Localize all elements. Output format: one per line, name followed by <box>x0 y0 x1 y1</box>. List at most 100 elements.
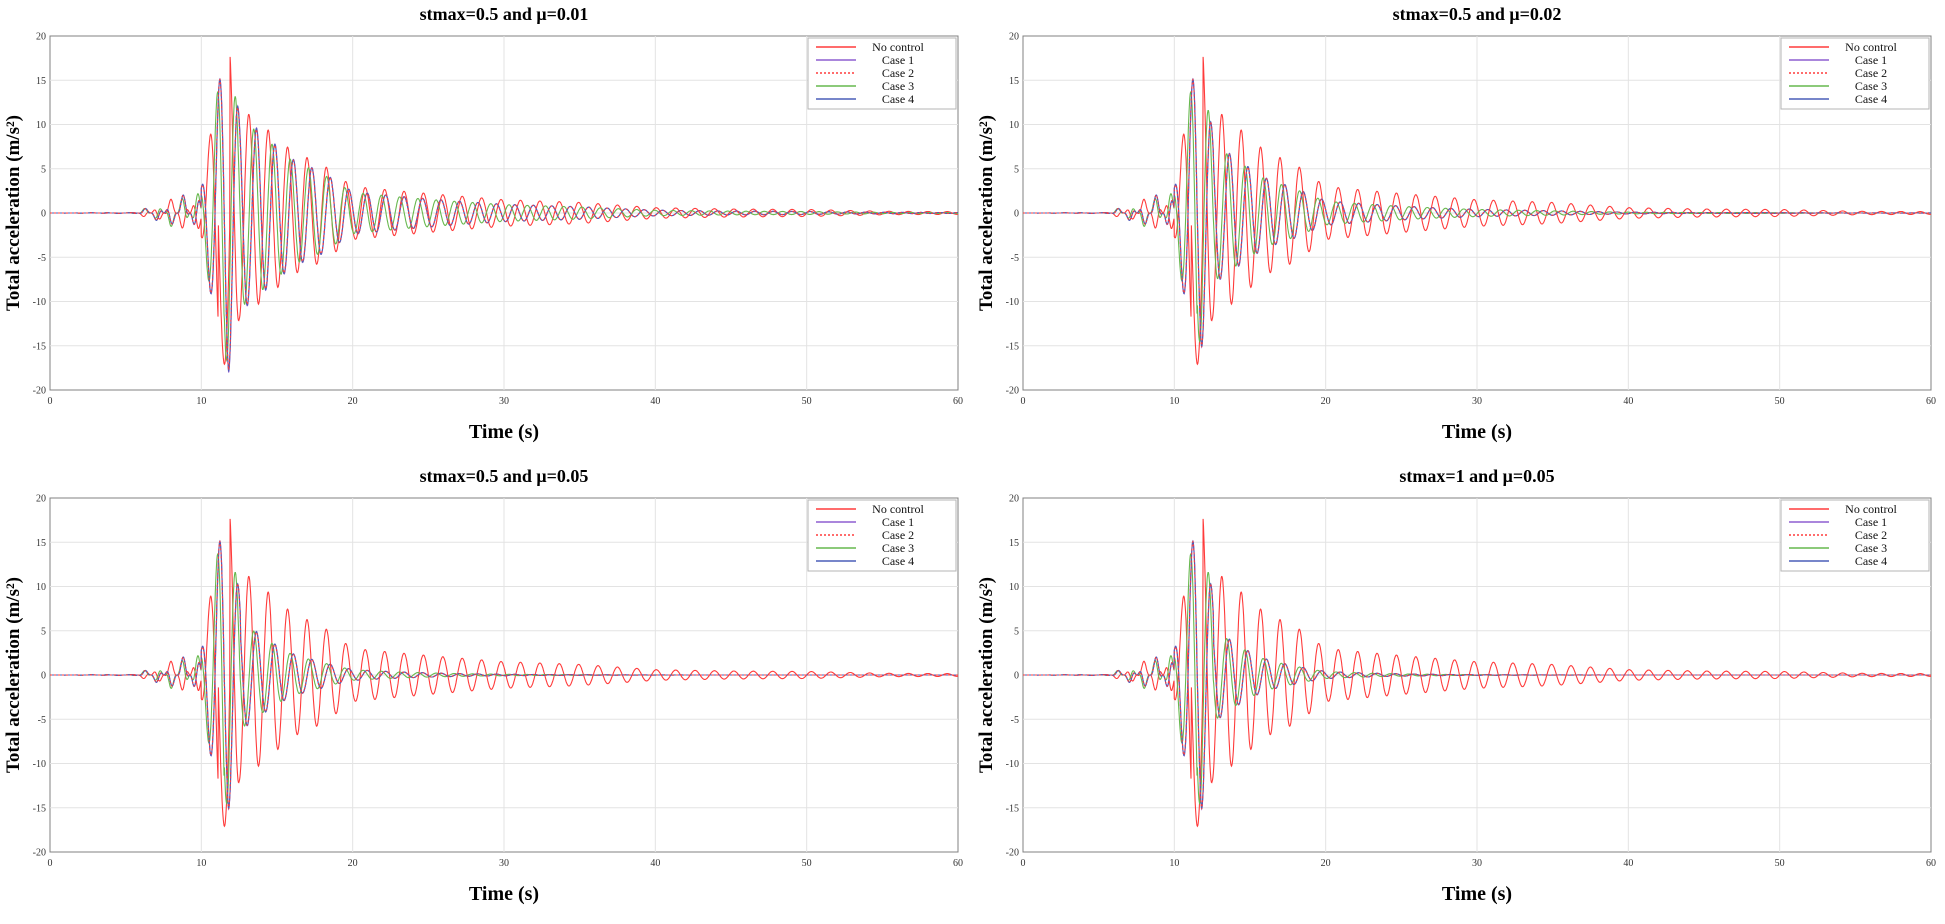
x-tick-label: 50 <box>1775 396 1785 407</box>
y-tick-label: 5 <box>41 164 46 175</box>
y-tick-label: 0 <box>1014 209 1019 220</box>
y-tick-label: -15 <box>1006 803 1019 814</box>
x-tick-label: 20 <box>348 858 358 869</box>
y-tick-label: -15 <box>33 341 46 352</box>
y-axis-label: Total acceleration (m/s²) <box>976 577 997 773</box>
series-line-case-4 <box>1023 539 1931 810</box>
x-tick-label: 30 <box>1472 858 1482 869</box>
legend-entry: Case 2 <box>1855 528 1887 542</box>
y-tick-label: 5 <box>1014 626 1019 637</box>
x-tick-label: 60 <box>1926 396 1936 407</box>
chart-title: stmax=1 and μ=0.05 <box>1399 466 1554 486</box>
chart-title: stmax=0.5 and μ=0.05 <box>420 466 589 486</box>
x-tick-label: 0 <box>48 858 53 869</box>
x-axis-label: Time (s) <box>1442 421 1512 443</box>
x-tick-label: 20 <box>1321 858 1331 869</box>
chart-svg: stmax=0.5 and μ=0.050 10 20 30 40 50 60-20-15-… <box>3 466 963 905</box>
y-tick-label: -5 <box>38 715 46 726</box>
y-tick-label: -5 <box>38 253 46 264</box>
x-tick-label: 10 <box>196 396 206 407</box>
legend-entry: Case 4 <box>1855 92 1887 106</box>
y-axis-label: Total acceleration (m/s²) <box>976 115 997 311</box>
legend-box <box>807 499 957 572</box>
chart-title: stmax=0.5 and μ=0.01 <box>420 4 589 24</box>
legend-entry: No control <box>1845 40 1897 54</box>
chart-panel-3: stmax=0.5 and μ=0.05 0 10 20 30 40 50 60 -20 -15-… <box>0 462 972 924</box>
y-axis-label: Total acceleration (m/s²) <box>3 577 24 773</box>
legend-entry: Case 3 <box>1855 541 1887 555</box>
legend-entry: Case 4 <box>882 554 914 568</box>
y-tick-label: 15 <box>36 538 46 549</box>
x-tick-label: 40 <box>1623 858 1633 869</box>
legend-entry: No control <box>872 502 924 516</box>
legend-entry: Case 1 <box>1855 515 1887 529</box>
y-tick-label: 10 <box>36 582 46 593</box>
x-tick-label: 10 <box>196 858 206 869</box>
legend-entry: Case 3 <box>882 541 914 555</box>
chart-panel-4: stmax=1 and μ=0.05 0 10 20 30 40 50 60 -20 -15 -10… <box>973 462 1945 924</box>
y-tick-label: 20 <box>36 32 46 43</box>
y-tick-label: -15 <box>1006 341 1019 352</box>
y-tick-label: -10 <box>1006 759 1019 770</box>
x-tick-label: 60 <box>953 858 963 869</box>
y-tick-label: -10 <box>1006 297 1019 308</box>
series-line-case-4 <box>50 539 958 810</box>
chart-svg: stmax=0.5 and μ=0.020 10 20 30 40 50 60-20-15-… <box>976 4 1936 443</box>
x-tick-label: 60 <box>1926 858 1936 869</box>
y-tick-label: 0 <box>41 209 46 220</box>
y-axis-label: Total acceleration (m/s²) <box>3 115 24 311</box>
legend-entry: Case 2 <box>882 66 914 80</box>
series-line-case-2 <box>1023 78 1931 348</box>
x-tick-label: 40 <box>650 396 660 407</box>
x-tick-label: 20 <box>348 396 358 407</box>
y-tick-label: 15 <box>36 76 46 87</box>
x-tick-label: 50 <box>1775 858 1785 869</box>
y-tick-label: 5 <box>1014 164 1019 175</box>
y-tick-label: 0 <box>1014 671 1019 682</box>
chart-svg: stmax=1 and μ=0.050 10 20 30 40 50 60-20-15-10… <box>976 466 1936 905</box>
x-axis-label: Time (s) <box>1442 883 1512 905</box>
legend-entry: Case 1 <box>1855 53 1887 67</box>
chart-panel-1: stmax=0.5 and μ=0.01 0 10 20 30 40 50 60 -20 -15-… <box>0 0 972 462</box>
legend-entry: Case 1 <box>882 53 914 67</box>
x-tick-label: 10 <box>1169 396 1179 407</box>
x-tick-label: 0 <box>1021 858 1026 869</box>
chart-panel-2: stmax=0.5 and μ=0.02 0 10 20 30 40 50 60 -20 -15-… <box>973 0 1945 462</box>
legend-entry: No control <box>872 40 924 54</box>
legend-entry: Case 4 <box>1855 554 1887 568</box>
y-tick-label: -15 <box>33 803 46 814</box>
x-tick-label: 40 <box>650 858 660 869</box>
x-tick-label: 30 <box>1472 396 1482 407</box>
y-tick-label: -10 <box>33 297 46 308</box>
y-tick-label: 10 <box>1009 582 1019 593</box>
y-tick-label: 20 <box>1009 494 1019 505</box>
x-tick-label: 50 <box>802 396 812 407</box>
legend-entry: Case 2 <box>1855 66 1887 80</box>
chart-svg: stmax=0.5 and μ=0.010 10 20 30 40 50 60-20-15-… <box>3 4 963 443</box>
x-tick-label: 30 <box>499 396 509 407</box>
legend-entry: Case 1 <box>882 515 914 529</box>
y-tick-label: -20 <box>1006 386 1019 397</box>
y-tick-label: 15 <box>1009 538 1019 549</box>
y-tick-label: 10 <box>36 120 46 131</box>
legend-entry: Case 3 <box>882 79 914 93</box>
y-tick-label: 20 <box>36 494 46 505</box>
x-tick-label: 30 <box>499 858 509 869</box>
x-tick-label: 0 <box>48 396 53 407</box>
y-tick-label: 5 <box>41 626 46 637</box>
x-axis-label: Time (s) <box>469 883 539 905</box>
x-tick-label: 0 <box>1021 396 1026 407</box>
y-tick-label: -10 <box>33 759 46 770</box>
y-tick-label: -5 <box>1011 715 1019 726</box>
legend-entry: No control <box>1845 502 1897 516</box>
x-tick-label: 10 <box>1169 858 1179 869</box>
x-axis-label: Time (s) <box>469 421 539 443</box>
y-tick-label: -20 <box>33 848 46 859</box>
legend-entry: Case 3 <box>1855 79 1887 93</box>
chart-title: stmax=0.5 and μ=0.02 <box>1393 4 1562 24</box>
legend-entry: Case 2 <box>882 528 914 542</box>
y-tick-label: 0 <box>41 671 46 682</box>
y-tick-label: -5 <box>1011 253 1019 264</box>
x-tick-label: 20 <box>1321 396 1331 407</box>
y-tick-label: 20 <box>1009 32 1019 43</box>
